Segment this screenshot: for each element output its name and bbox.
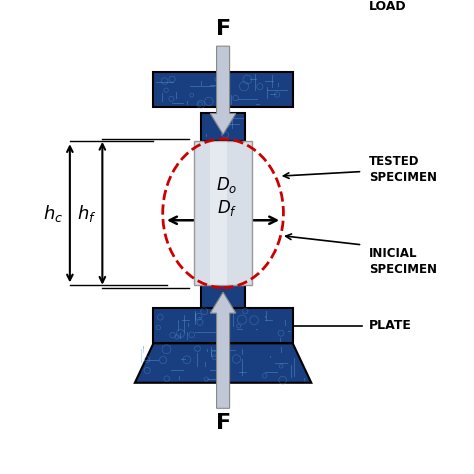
Text: LOAD: LOAD — [369, 0, 407, 13]
Text: $D_o$: $D_o$ — [216, 175, 237, 195]
Text: INICIAL
SPECIMEN: INICIAL SPECIMEN — [369, 246, 438, 275]
Bar — [201, 113, 245, 141]
Bar — [194, 141, 252, 285]
Text: F: F — [216, 413, 231, 433]
Text: $D_f$: $D_f$ — [217, 198, 237, 218]
Text: $h_c$: $h_c$ — [43, 203, 63, 224]
FancyArrow shape — [210, 46, 236, 134]
FancyArrow shape — [210, 292, 236, 408]
Bar — [201, 285, 245, 309]
Text: $h_f$: $h_f$ — [77, 203, 97, 224]
Text: TESTED
SPECIMEN: TESTED SPECIMEN — [369, 155, 438, 184]
Text: PLATE: PLATE — [369, 319, 412, 332]
Polygon shape — [135, 343, 311, 383]
Bar — [154, 72, 293, 107]
Text: F: F — [216, 19, 231, 39]
Bar — [210, 141, 227, 285]
Bar — [154, 309, 293, 343]
